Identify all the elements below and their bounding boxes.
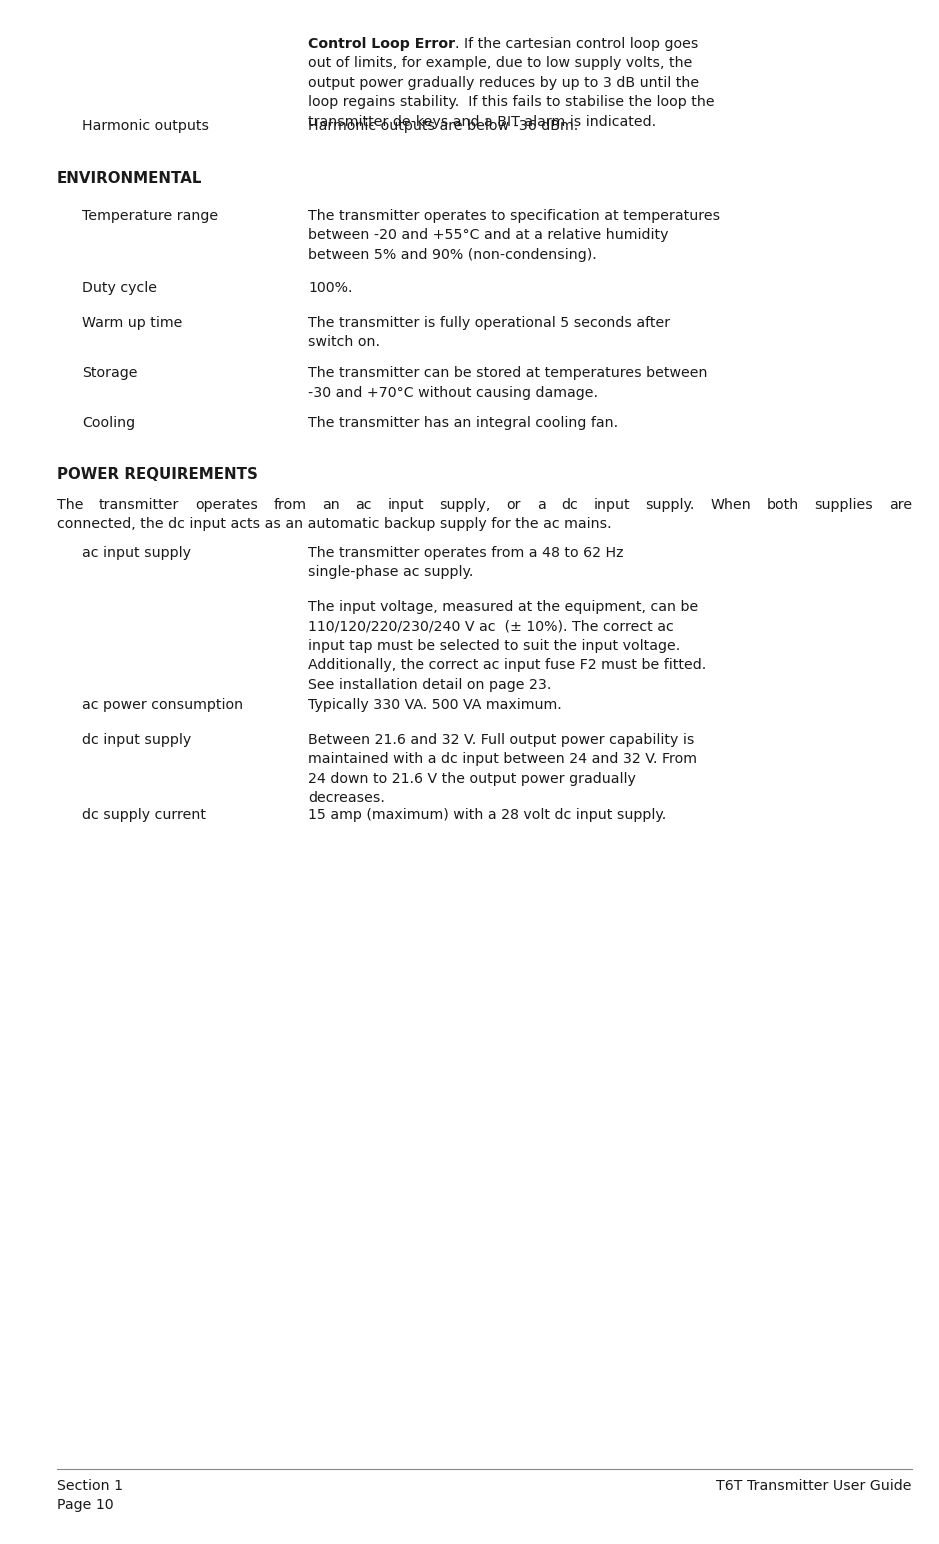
Text: Harmonic outputs: Harmonic outputs <box>82 119 209 133</box>
Text: Between 21.6 and 32 V. Full output power capability is: Between 21.6 and 32 V. Full output power… <box>308 733 694 747</box>
Text: are: are <box>889 499 912 513</box>
Text: . If the cartesian control loop goes: . If the cartesian control loop goes <box>455 37 699 51</box>
Text: The transmitter operates from a 48 to 62 Hz: The transmitter operates from a 48 to 62… <box>308 547 623 560</box>
Text: Harmonic outputs are below -36 dBm.: Harmonic outputs are below -36 dBm. <box>308 119 578 133</box>
Text: dc supply current: dc supply current <box>82 808 206 821</box>
Text: loop regains stability.  If this fails to stabilise the loop the: loop regains stability. If this fails to… <box>308 96 715 110</box>
Text: When: When <box>711 499 751 513</box>
Text: supply.: supply. <box>645 499 695 513</box>
Text: out of limits, for example, due to low supply volts, the: out of limits, for example, due to low s… <box>308 57 692 71</box>
Text: 100%.: 100%. <box>308 281 352 295</box>
Text: both: both <box>767 499 799 513</box>
Text: input: input <box>388 499 424 513</box>
Text: output power gradually reduces by up to 3 dB until the: output power gradually reduces by up to … <box>308 76 700 90</box>
Text: dc input supply: dc input supply <box>82 733 192 747</box>
Text: switch on.: switch on. <box>308 335 380 349</box>
Text: transmitter de-keys and a BIT alarm is indicated.: transmitter de-keys and a BIT alarm is i… <box>308 114 656 130</box>
Text: Control Loop Error: Control Loop Error <box>308 37 455 51</box>
Text: ac input supply: ac input supply <box>82 547 191 560</box>
Text: POWER REQUIREMENTS: POWER REQUIREMENTS <box>57 466 258 482</box>
Text: operates: operates <box>195 499 258 513</box>
Text: See installation detail on page 23.: See installation detail on page 23. <box>308 678 551 692</box>
Text: The transmitter has an integral cooling fan.: The transmitter has an integral cooling … <box>308 415 618 429</box>
Text: connected, the dc input acts as an automatic backup supply for the ac mains.: connected, the dc input acts as an autom… <box>57 517 611 531</box>
Text: Duty cycle: Duty cycle <box>82 281 157 295</box>
Text: Warm up time: Warm up time <box>82 317 182 330</box>
Text: input tap must be selected to suit the input voltage.: input tap must be selected to suit the i… <box>308 639 680 653</box>
Text: between -20 and +55°C and at a relative humidity: between -20 and +55°C and at a relative … <box>308 229 669 242</box>
Text: -30 and +70°C without causing damage.: -30 and +70°C without causing damage. <box>308 386 598 400</box>
Text: The: The <box>57 499 84 513</box>
Text: single-phase ac supply.: single-phase ac supply. <box>308 565 473 579</box>
Text: ENVIRONMENTAL: ENVIRONMENTAL <box>57 171 203 185</box>
Text: Storage: Storage <box>82 366 137 380</box>
Text: Cooling: Cooling <box>82 415 135 429</box>
Text: ac power consumption: ac power consumption <box>82 698 243 712</box>
Text: maintained with a dc input between 24 and 32 V. From: maintained with a dc input between 24 an… <box>308 752 697 766</box>
Text: Section 1: Section 1 <box>57 1479 123 1493</box>
Text: T6T Transmitter User Guide: T6T Transmitter User Guide <box>716 1479 912 1493</box>
Text: The transmitter can be stored at temperatures between: The transmitter can be stored at tempera… <box>308 366 707 380</box>
Text: 15 amp (maximum) with a 28 volt dc input supply.: 15 amp (maximum) with a 28 volt dc input… <box>308 808 667 821</box>
Text: Typically 330 VA. 500 VA maximum.: Typically 330 VA. 500 VA maximum. <box>308 698 562 712</box>
Text: The input voltage, measured at the equipment, can be: The input voltage, measured at the equip… <box>308 601 699 615</box>
Text: Temperature range: Temperature range <box>82 208 218 222</box>
Text: decreases.: decreases. <box>308 792 385 806</box>
Text: The transmitter is fully operational 5 seconds after: The transmitter is fully operational 5 s… <box>308 317 670 330</box>
Text: or: or <box>506 499 521 513</box>
Text: 24 down to 21.6 V the output power gradually: 24 down to 21.6 V the output power gradu… <box>308 772 636 786</box>
Text: between 5% and 90% (non-condensing).: between 5% and 90% (non-condensing). <box>308 249 597 262</box>
Text: transmitter: transmitter <box>100 499 179 513</box>
Text: supplies: supplies <box>814 499 873 513</box>
Text: an: an <box>322 499 340 513</box>
Text: Additionally, the correct ac input fuse F2 must be fitted.: Additionally, the correct ac input fuse … <box>308 658 706 673</box>
Text: 110/120/220/230/240 V ac  (± 10%). The correct ac: 110/120/220/230/240 V ac (± 10%). The co… <box>308 619 674 633</box>
Text: from: from <box>273 499 306 513</box>
Text: input: input <box>593 499 630 513</box>
Text: The transmitter operates to specification at temperatures: The transmitter operates to specificatio… <box>308 208 720 222</box>
Text: a: a <box>536 499 546 513</box>
Text: supply,: supply, <box>439 499 491 513</box>
Text: Page 10: Page 10 <box>57 1499 114 1513</box>
Text: dc: dc <box>561 499 577 513</box>
Text: ac: ac <box>355 499 372 513</box>
